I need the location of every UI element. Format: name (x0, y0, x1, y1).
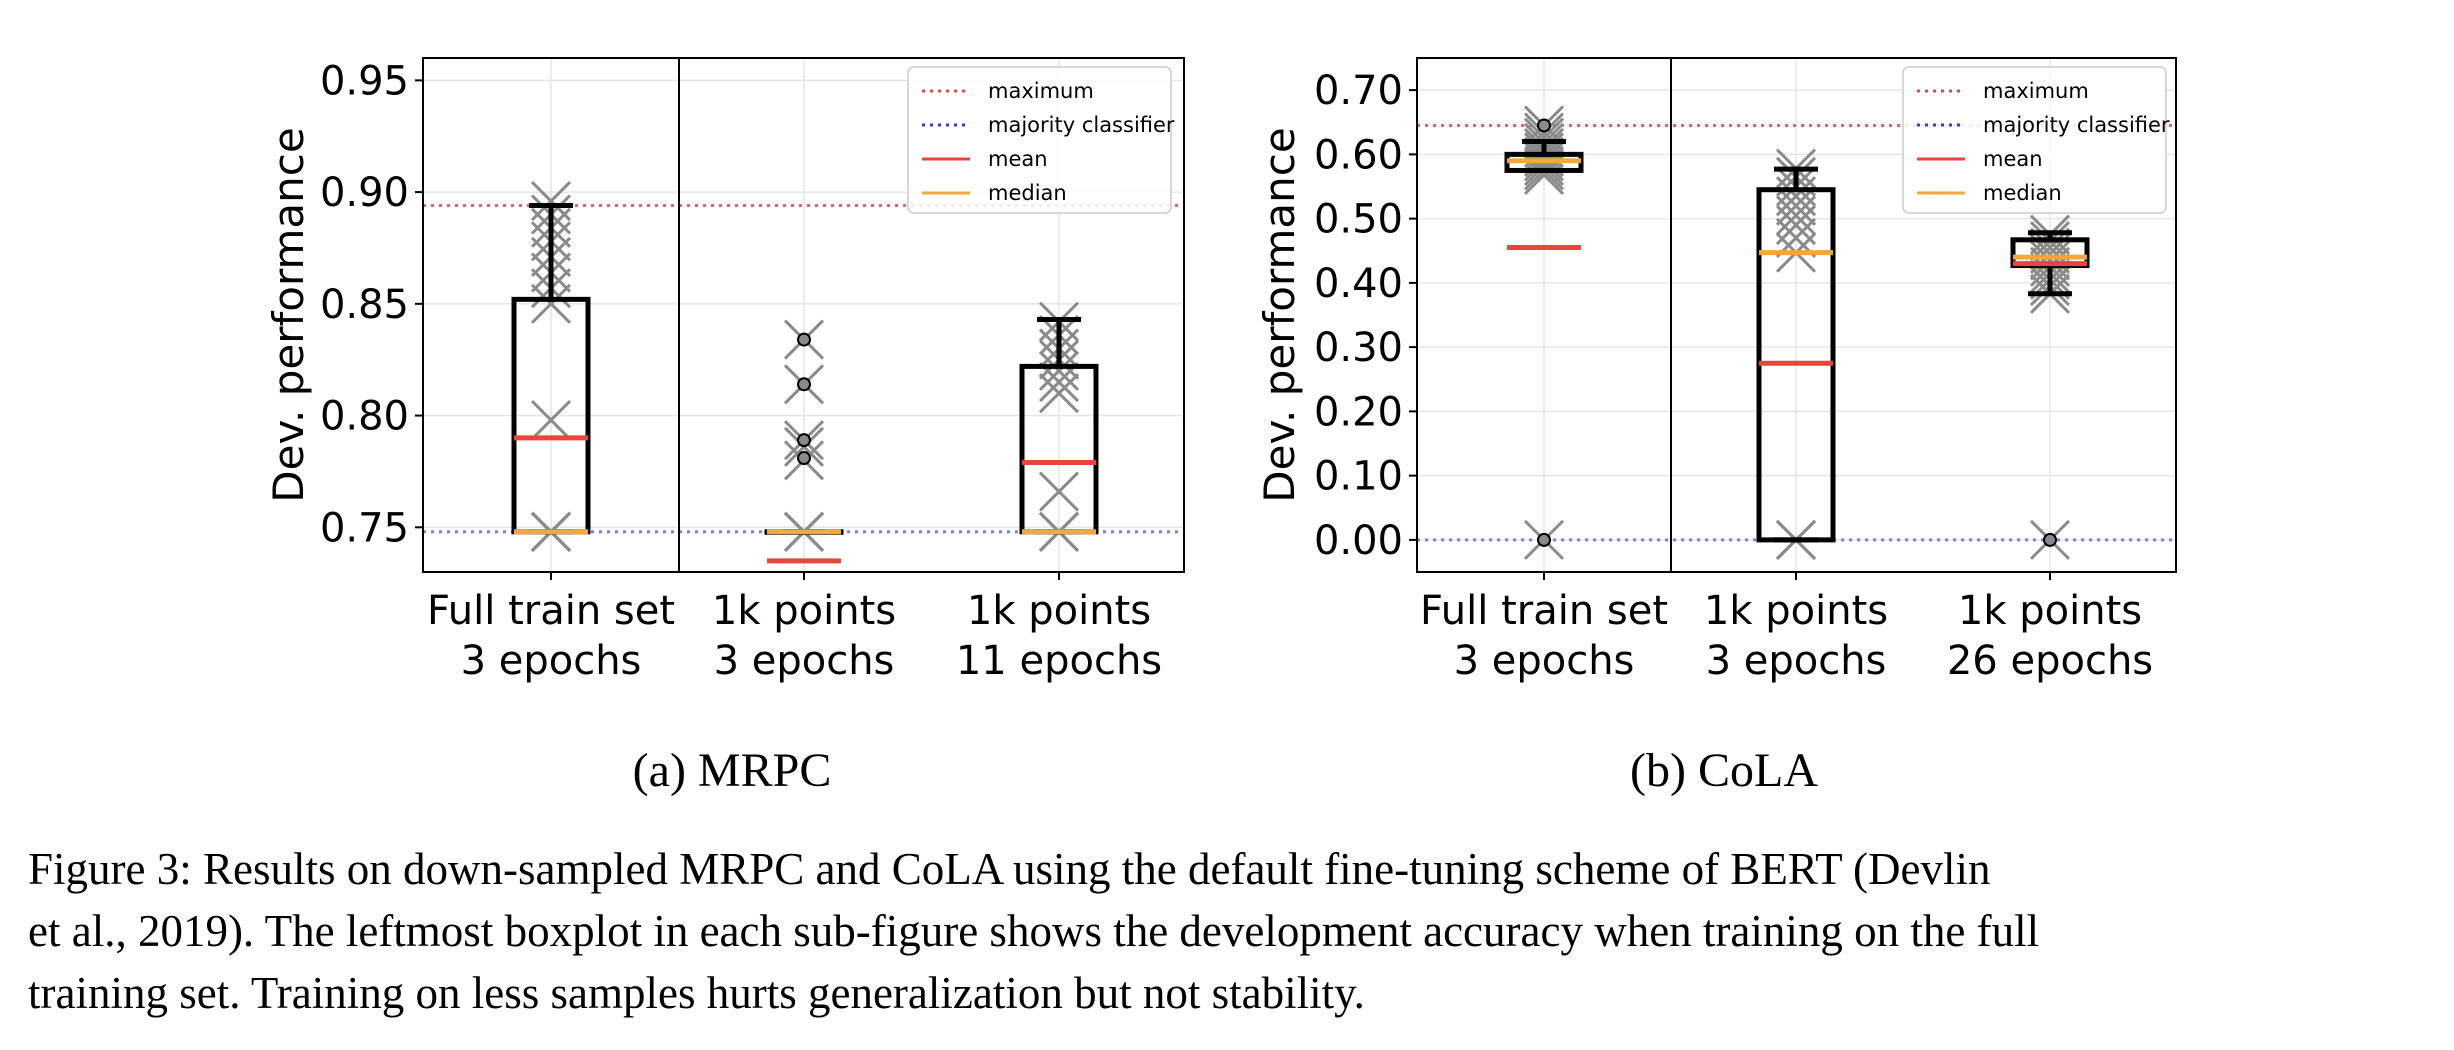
outlier-marker (797, 377, 811, 392)
legend-label: mean (988, 147, 1048, 171)
data-point-marker (1038, 361, 1080, 403)
legend-label: mean (1983, 147, 2043, 171)
plot-frame (1416, 57, 2177, 573)
x-category-label: 1k points (712, 588, 896, 634)
outlier-marker (797, 332, 811, 347)
outlier-marker (797, 451, 811, 466)
subfigure-caption: (a) MRPC (633, 744, 832, 797)
legend: maximum majority classifier mean median (907, 66, 1175, 214)
y-tick-label: 0.50 (1314, 197, 1403, 243)
data-point-marker (530, 399, 572, 441)
data-point-marker (530, 283, 572, 324)
caption-line: training set. Training on less samples h… (28, 968, 1365, 1018)
data-point-marker (530, 180, 572, 222)
outlier-marker (797, 433, 811, 448)
y-tick-label: 0.70 (1314, 68, 1403, 114)
legend: maximum majority classifier mean median (1902, 66, 2170, 214)
data-point-marker (1775, 195, 1817, 236)
x-category-label: 3 epochs (1706, 638, 1887, 684)
x-category-label: 3 epochs (461, 638, 642, 684)
x-category-label: 3 epochs (714, 638, 895, 684)
data-point-marker (1775, 185, 1817, 226)
subfigure-caption: (b) CoLA (1630, 744, 1818, 797)
x-category-label: 3 epochs (1454, 638, 1635, 684)
legend-box (907, 66, 1172, 214)
caption-line: Figure 3: Results on down-sampled MRPC a… (28, 844, 1991, 894)
data-point-marker (1523, 112, 1565, 153)
y-tick-label: 0.85 (320, 282, 409, 328)
legend-label: maximum (1983, 79, 2089, 103)
data-point-marker (1523, 117, 1565, 158)
caption-line: et al., 2019). The leftmost boxplot in e… (28, 906, 2040, 956)
x-category-label: Full train set (1420, 588, 1668, 634)
legend-label: maximum (988, 79, 1094, 103)
data-point-marker (1038, 471, 1080, 512)
x-category-label: Full train set (427, 588, 675, 634)
x-category-label: 26 epochs (1947, 638, 2153, 684)
data-point-marker (1038, 373, 1080, 414)
y-tick-label: 0.60 (1314, 132, 1403, 178)
y-tick-label: 0.80 (320, 394, 409, 440)
data-point-marker (1775, 176, 1817, 217)
y-axis-label: Dev. performance (1255, 127, 1304, 502)
x-category-label: 1k points (1958, 588, 2142, 634)
y-tick-label: 0.00 (1314, 518, 1403, 564)
y-tick-label: 0.40 (1314, 261, 1403, 307)
legend-label: majority classifier (1983, 113, 2170, 137)
legend-label: majority classifier (988, 113, 1175, 137)
y-tick-label: 0.90 (320, 170, 409, 216)
y-tick-label: 0.95 (320, 58, 409, 104)
data-point-marker (1775, 204, 1817, 246)
figure-caption: Figure 3: Results on down-sampled MRPC a… (28, 838, 2428, 1024)
legend-box (1902, 66, 2167, 214)
y-tick-label: 0.30 (1314, 325, 1403, 371)
plot-frame (422, 57, 1185, 573)
y-tick-label: 0.75 (320, 505, 409, 551)
outlier-marker (2043, 532, 2057, 547)
x-category-label: 1k points (967, 588, 1151, 634)
y-axis-label: Dev. performance (264, 127, 313, 502)
legend-label: median (1983, 181, 2062, 205)
x-category-label: 11 epochs (956, 638, 1162, 684)
x-category-label: 1k points (1704, 588, 1888, 634)
outlier-marker (1537, 532, 1551, 547)
cola-panel: 0.00 0.10 0.20 0.30 0.40 0.50 0.60 0.70 Full tra… (1255, 57, 2177, 797)
y-tick-label: 0.10 (1314, 454, 1403, 500)
y-tick-label: 0.20 (1314, 389, 1403, 435)
outlier-marker (1537, 118, 1551, 133)
legend-label: median (988, 181, 1067, 205)
data-point-marker (1038, 350, 1080, 391)
